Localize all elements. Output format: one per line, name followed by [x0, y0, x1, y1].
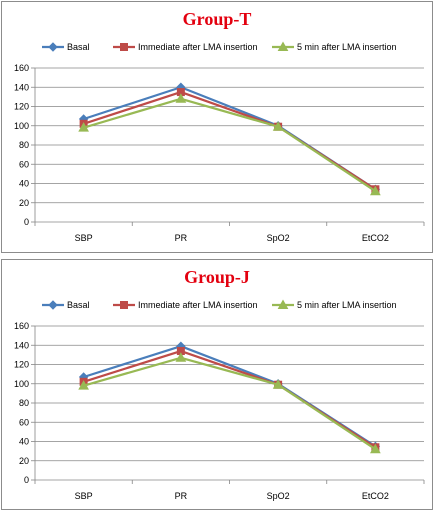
gridlines: 0 20 40 60 80 100 120 140 160: [14, 63, 424, 227]
legend-label: Immediate after LMA insertion: [138, 300, 258, 310]
y-tick-label: 100: [14, 121, 29, 131]
legend-marker: [277, 41, 289, 51]
legend-item: Basal: [42, 300, 90, 310]
y-tick-label: 120: [14, 360, 29, 370]
series-5-min-after-lma-insertion: [78, 352, 381, 454]
series-basal: [78, 341, 381, 452]
data-point: [175, 352, 187, 362]
x-tick-label: SpO2: [267, 491, 290, 501]
chart-panel-group-j: Group-J 0 20 40 60 80 100 120 140 160 SBP PR SpO2 Et…: [1, 259, 433, 510]
y-tick-label: 100: [14, 379, 29, 389]
legend-marker: [120, 43, 128, 51]
y-tick-label: 20: [19, 456, 29, 466]
legend: Basal Immediate after LMA insertion 5 min …: [42, 41, 397, 52]
y-tick-label: 80: [19, 140, 29, 150]
y-tick-label: 0: [24, 217, 29, 227]
legend-marker: [48, 300, 58, 310]
legend: Basal Immediate after LMA insertion 5 min …: [42, 299, 397, 310]
x-tick-label: SBP: [75, 233, 93, 243]
y-tick-label: 120: [14, 102, 29, 112]
y-tick-label: 20: [19, 198, 29, 208]
y-tick-label: 0: [24, 475, 29, 485]
legend-label: 5 min after LMA insertion: [297, 300, 397, 310]
data-point: [78, 380, 89, 390]
data-point: [370, 443, 381, 454]
series-basal: [78, 82, 381, 194]
y-tick-label: 60: [19, 159, 29, 169]
chart-title: Group-T: [182, 9, 252, 29]
y-tick-label: 40: [19, 179, 29, 189]
y-tick-label: 80: [19, 398, 29, 408]
y-tick-label: 140: [14, 340, 29, 350]
legend-item: 5 min after LMA insertion: [272, 299, 397, 310]
y-tick-label: 160: [14, 321, 29, 331]
y-tick-label: 40: [19, 437, 29, 447]
y-tick-label: 160: [14, 63, 29, 73]
x-tick-label: EtCO2: [362, 233, 389, 243]
chart-canvas: 0 20 40 60 80 100 120 140 160 SBP PR SpO2 EtCO2 Basal…: [14, 299, 425, 501]
data-point: [78, 122, 89, 132]
legend-label: Basal: [67, 300, 90, 310]
legend-item: 5 min after LMA insertion: [272, 41, 397, 52]
legend-item: Basal: [42, 42, 90, 52]
gridlines: 0 20 40 60 80 100 120 140 160: [14, 321, 424, 485]
y-tick-label: 140: [14, 82, 29, 92]
x-tick-label: EtCO2: [362, 491, 389, 501]
series-line: [83, 86, 376, 191]
series-5-min-after-lma-insertion: [78, 93, 381, 196]
x-tick-label: PR: [175, 491, 188, 501]
data-point: [272, 379, 284, 389]
chart-title: Group-J: [184, 267, 250, 287]
chart-panel-group-t: Group-T 0 20 40 60 80 100 120 140 160 SBP PR SpO2 Et…: [1, 1, 433, 253]
legend-marker: [277, 299, 289, 309]
legend-marker: [120, 301, 128, 309]
series-line: [83, 356, 376, 451]
x-tick-label: PR: [175, 233, 188, 243]
chart-canvas: 0 20 40 60 80 100 120 140 160 SBP PR SpO2 EtCO2 Basal…: [14, 41, 425, 243]
y-tick-label: 60: [19, 417, 29, 427]
series-line: [83, 345, 376, 448]
x-tick-label: SpO2: [267, 233, 290, 243]
legend-marker: [48, 42, 58, 52]
legend-label: Immediate after LMA insertion: [138, 42, 258, 52]
legend-label: 5 min after LMA insertion: [297, 42, 397, 52]
series-immediate-after-lma-insertion: [79, 88, 380, 194]
x-tick-label: SBP: [75, 491, 93, 501]
legend-item: Immediate after LMA insertion: [113, 300, 258, 310]
legend-item: Immediate after LMA insertion: [113, 42, 258, 52]
series-line: [83, 97, 376, 193]
data-point: [370, 185, 381, 196]
data-point: [175, 93, 187, 103]
legend-label: Basal: [67, 42, 90, 52]
data-point: [272, 121, 284, 131]
